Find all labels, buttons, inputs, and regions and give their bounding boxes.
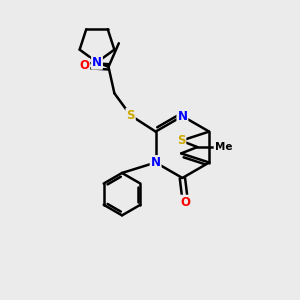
Text: S: S — [126, 109, 135, 122]
Text: O: O — [180, 196, 190, 208]
Text: N: N — [177, 110, 188, 123]
Text: N: N — [92, 56, 102, 69]
Text: Me: Me — [214, 142, 232, 152]
Text: S: S — [177, 134, 185, 147]
Text: N: N — [151, 156, 160, 169]
Text: O: O — [80, 59, 89, 72]
